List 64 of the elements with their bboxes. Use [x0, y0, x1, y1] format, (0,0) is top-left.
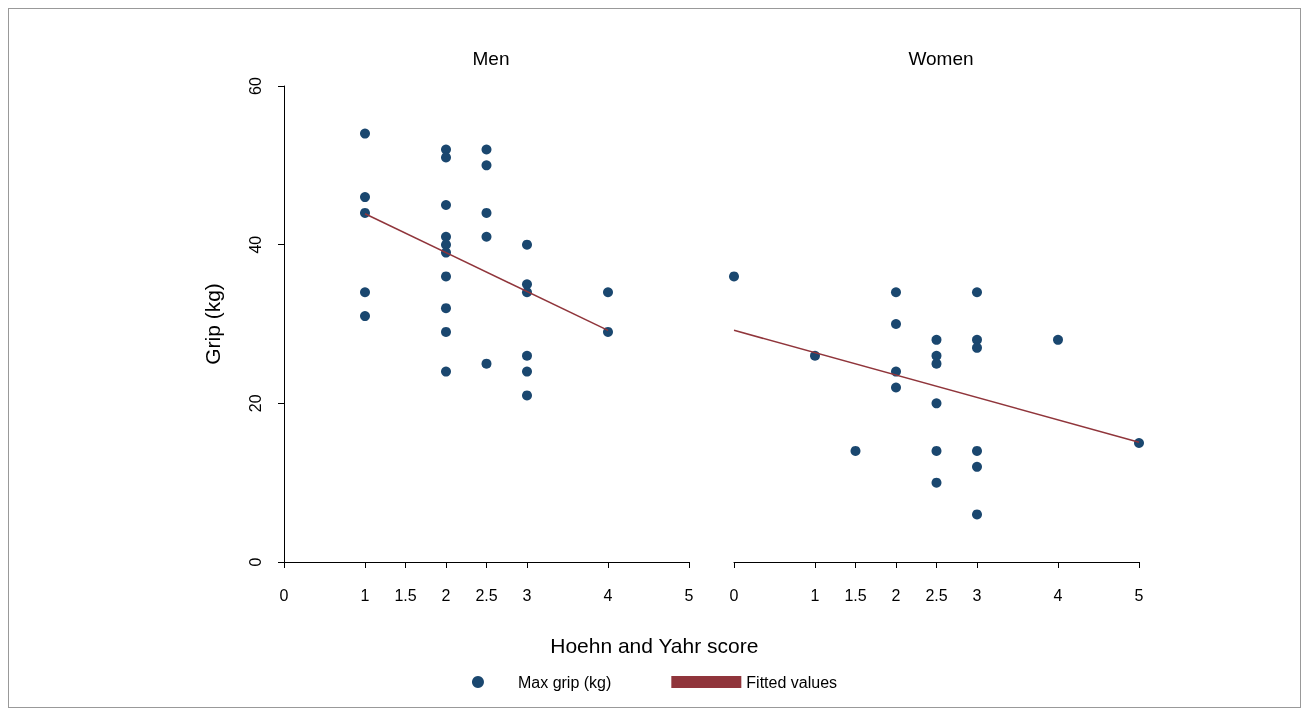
point [603, 287, 613, 298]
point [441, 366, 451, 377]
point [522, 239, 532, 250]
x-tick-label: 2 [441, 586, 451, 604]
x-tick-label: 4 [603, 586, 613, 604]
x-tick-label: 3 [522, 586, 532, 604]
point [441, 303, 451, 314]
x-tick-label: 3 [972, 586, 982, 604]
point [729, 271, 739, 282]
point [891, 287, 901, 298]
point [891, 319, 901, 329]
point [972, 287, 982, 298]
point [931, 477, 942, 488]
point [931, 358, 942, 369]
y-tick-label: 20 [246, 394, 264, 413]
point [522, 366, 532, 377]
point [931, 445, 942, 456]
x-tick-label: 2.5 [925, 586, 948, 604]
x-axis-title: Hoehn and Yahr score [550, 634, 759, 657]
point [360, 128, 370, 139]
x-tick-label: 1 [360, 586, 370, 604]
point [931, 398, 942, 409]
point [603, 326, 613, 337]
point [481, 231, 492, 242]
point [360, 311, 370, 322]
point [441, 144, 451, 155]
x-tick-label: 1.5 [844, 586, 867, 604]
point [441, 200, 451, 210]
point [481, 207, 492, 218]
point [522, 390, 532, 401]
x-tick-label: 5 [684, 586, 694, 604]
chart-title: Women [908, 48, 974, 69]
x-tick-label: 1 [810, 586, 820, 604]
point [481, 144, 492, 155]
x-tick-label: 0 [279, 586, 289, 604]
y-tick-label: 0 [246, 557, 264, 567]
x-tick-label: 2.5 [475, 586, 498, 604]
point [360, 287, 370, 298]
y-tick-label: 40 [246, 235, 264, 254]
y-tick-label: 60 [246, 77, 264, 95]
point [441, 326, 451, 337]
point [1053, 334, 1063, 345]
legend-label: Fitted values [746, 673, 838, 691]
point [891, 382, 901, 393]
point [522, 350, 532, 361]
point [972, 445, 982, 456]
point [441, 271, 451, 282]
point [441, 152, 451, 163]
point [850, 445, 861, 456]
point [972, 509, 982, 520]
point [972, 461, 982, 472]
point [360, 192, 370, 203]
x-tick-label: 0 [729, 586, 739, 604]
y-axis-title: Grip (kg) [201, 283, 224, 365]
point [931, 334, 942, 345]
x-tick-label: 2 [891, 586, 901, 604]
legend-label: Max grip (kg) [517, 673, 612, 691]
x-tick-label: 4 [1053, 586, 1063, 604]
point [481, 358, 492, 369]
point [481, 160, 492, 171]
x-tick-label: 1.5 [394, 586, 417, 604]
chart-title: Men [472, 48, 510, 69]
x-tick-label: 5 [1134, 586, 1144, 604]
point [360, 207, 370, 218]
